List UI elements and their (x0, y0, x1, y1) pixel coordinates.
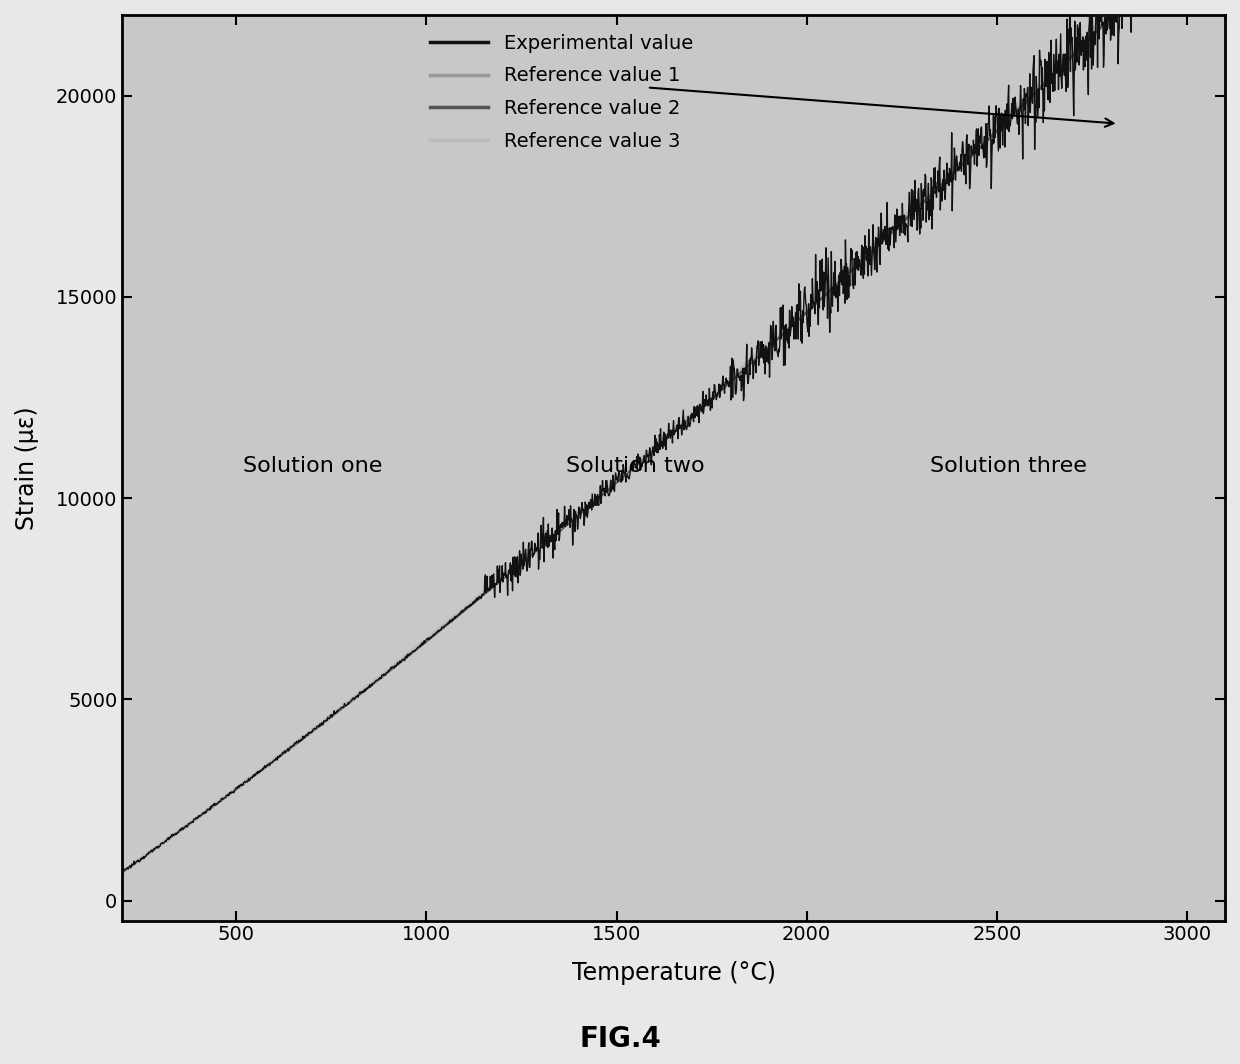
Text: Solution one: Solution one (243, 455, 382, 476)
Text: Solution two: Solution two (567, 455, 704, 476)
Text: FIG.4: FIG.4 (579, 1026, 661, 1053)
Legend: Experimental value, Reference value 1, Reference value 2, Reference value 3: Experimental value, Reference value 1, R… (429, 34, 693, 151)
X-axis label: Temperature (°C): Temperature (°C) (572, 961, 775, 985)
Text: Solution three: Solution three (930, 455, 1086, 476)
Y-axis label: Strain (με): Strain (με) (15, 406, 38, 530)
